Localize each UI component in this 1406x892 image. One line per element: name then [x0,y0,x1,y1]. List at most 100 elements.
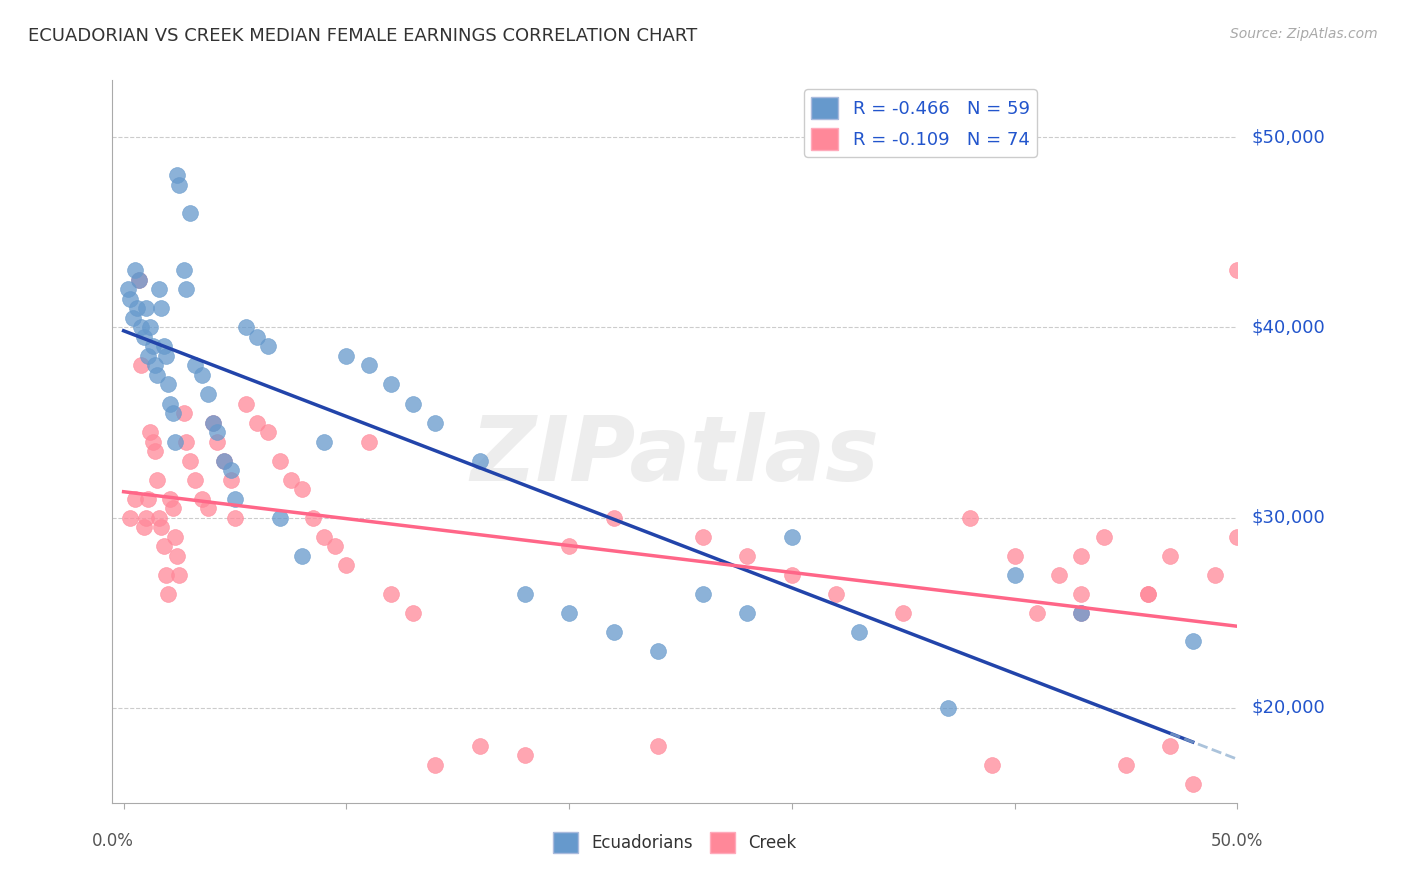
Legend: Ecuadorians, Creek: Ecuadorians, Creek [547,826,803,860]
Point [825,587,848,601]
Point [150,301,173,316]
Point [162,501,184,516]
Point [139,320,162,334]
Point [201,416,224,430]
Point [131,320,153,334]
Point [780,567,803,582]
Point [425,757,447,772]
Point [513,587,536,601]
Point [224,510,246,524]
Point [323,539,346,553]
Point [197,387,219,401]
Point [128,273,150,287]
Point [1004,567,1026,582]
Point [166,169,188,183]
Point [169,178,191,192]
Point [219,473,242,487]
Point [257,339,280,353]
Point [142,339,165,353]
Point [402,396,425,410]
Point [1092,530,1115,544]
Point [981,757,1004,772]
Point [148,510,170,524]
Point [735,549,758,563]
Text: $40,000: $40,000 [1251,318,1324,336]
Text: 0.0%: 0.0% [91,832,134,850]
Point [136,491,159,506]
Point [291,482,314,496]
Point [468,739,491,753]
Point [735,606,758,620]
Point [1159,739,1181,753]
Point [425,416,447,430]
Point [335,558,357,573]
Point [143,444,166,458]
Point [159,491,181,506]
Point [179,453,201,467]
Point [1181,777,1204,791]
Point [155,567,177,582]
Text: $30,000: $30,000 [1251,508,1324,526]
Point [647,739,669,753]
Point [152,539,174,553]
Point [166,549,188,563]
Point [558,606,581,620]
Point [146,368,169,382]
Point [302,510,325,524]
Point [190,491,212,506]
Point [124,263,146,277]
Point [125,301,148,316]
Point [157,587,180,601]
Point [291,549,314,563]
Point [1025,606,1047,620]
Point [1070,606,1092,620]
Point [1070,549,1092,563]
Point [647,643,669,657]
Point [139,425,162,439]
Point [124,491,146,506]
Point [380,377,402,392]
Point [152,339,174,353]
Point [1159,549,1181,563]
Point [280,473,302,487]
Point [150,520,173,534]
Point [184,473,207,487]
Point [219,463,242,477]
Point [1204,567,1226,582]
Point [173,406,195,420]
Point [257,425,280,439]
Point [692,530,714,544]
Point [120,292,142,306]
Point [205,434,228,449]
Point [117,282,139,296]
Point [246,416,269,430]
Point [246,330,269,344]
Point [159,396,181,410]
Text: Source: ZipAtlas.com: Source: ZipAtlas.com [1230,27,1378,41]
Point [235,320,257,334]
Point [201,416,224,430]
Point [205,425,228,439]
Point [173,263,195,277]
Point [269,453,291,467]
Point [174,282,197,296]
Point [212,453,235,467]
Point [135,301,157,316]
Point [142,434,165,449]
Point [136,349,159,363]
Point [312,434,335,449]
Point [135,510,157,524]
Point [1181,634,1204,648]
Point [891,606,914,620]
Point [602,624,624,639]
Point [959,510,981,524]
Point [357,434,380,449]
Point [212,453,235,467]
Point [1137,587,1160,601]
Point [235,396,257,410]
Point [148,282,170,296]
Point [1137,587,1160,601]
Point [1226,263,1249,277]
Point [184,359,207,373]
Point [1115,757,1137,772]
